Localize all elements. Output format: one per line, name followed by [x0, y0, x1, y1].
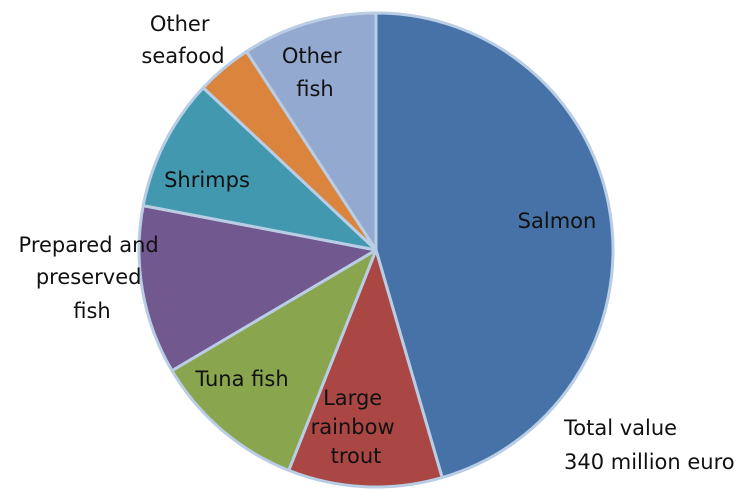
pie-slice-prepared-and-preserved-fish: [137, 204, 378, 373]
pie-slice-tuna-fish: [170, 248, 378, 472]
pie-slices: [137, 11, 615, 489]
slice-label-other-seafood: Other seafood: [141, 12, 224, 68]
slice-label-salmon: Salmon: [518, 209, 597, 233]
slice-label-prepared-and-preserved-fish: Prepared and preserved fish: [19, 233, 166, 323]
slice-label-shrimps: Shrimps: [164, 168, 250, 192]
pie-slice-shrimps: [141, 86, 378, 252]
total-value-annotation: Total value 340 million euro: [563, 416, 735, 474]
pie-slice-salmon: [374, 11, 615, 480]
pie-slice-large-rainbow-trout: [287, 248, 444, 489]
slice-label-tuna-fish: Tuna fish: [194, 367, 288, 391]
pie-slice-other-fish: [245, 11, 378, 252]
slice-label-large-rainbow-trout: Large rainbow trout: [311, 386, 402, 468]
slice-label-other-fish: Other fish: [282, 44, 348, 101]
